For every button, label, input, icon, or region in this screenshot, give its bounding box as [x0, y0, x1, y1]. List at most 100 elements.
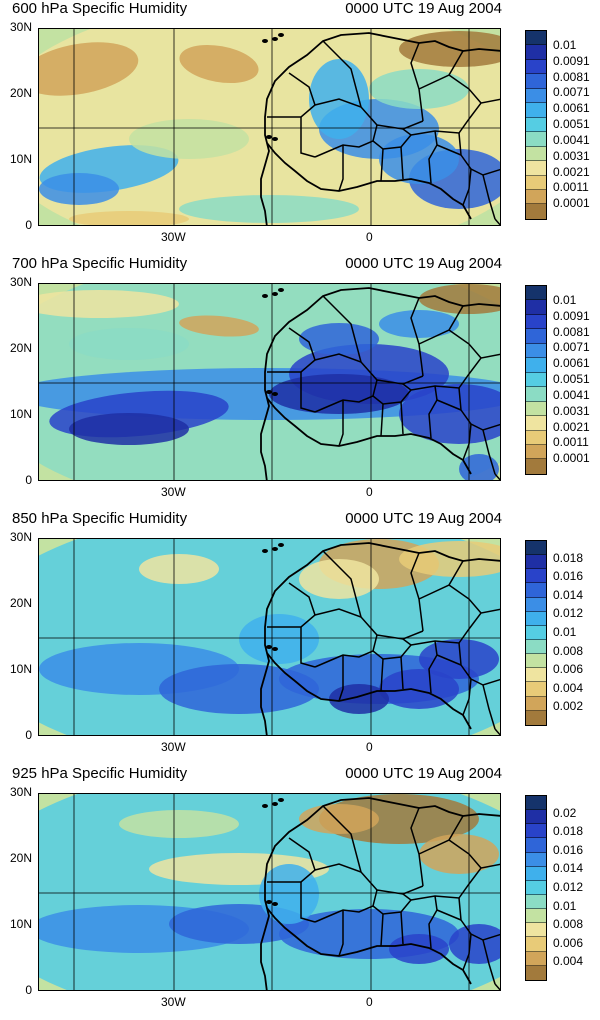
country-border: [314, 634, 378, 668]
humidity-contour: [39, 42, 139, 96]
colorbar-label: 0.0031: [553, 403, 590, 418]
colorbar-label: 0.01: [553, 292, 577, 307]
colorbar-label: 0.0051: [553, 117, 590, 131]
country-border: [410, 608, 500, 646]
x-tick-label: 0: [366, 995, 373, 1009]
country-border: [436, 654, 462, 666]
country-border: [314, 353, 424, 385]
country-border: [494, 218, 500, 225]
y-tick-label: 20N: [9, 596, 32, 610]
map-panel-4: 925 hPa Specific Humidity 0000 UTC 19 Aug…: [0, 765, 600, 1020]
island: [272, 37, 278, 41]
colorbar-box: [526, 300, 546, 315]
humidity-contour: [159, 664, 319, 714]
map-canvas: [39, 284, 500, 480]
colorbar-box: [526, 146, 546, 162]
x-tick-label: 30W: [161, 485, 186, 499]
colorbar-label: 0.002: [553, 699, 584, 714]
country-border: [380, 658, 384, 692]
humidity-contour: [399, 31, 500, 67]
country-border: [380, 148, 384, 182]
colorbar-label: 0.014: [553, 587, 584, 602]
humidity-contour: [179, 195, 359, 223]
humidity-contour: [399, 541, 500, 577]
country-border: [428, 640, 438, 694]
panel-time: 0000 UTC 19 Aug 2004: [345, 510, 502, 527]
island: [266, 390, 272, 394]
colorbar-label: 0.014: [553, 861, 584, 876]
colorbar-label: 0.0081: [553, 69, 590, 84]
country-border: [338, 400, 344, 447]
humidity-contour: [69, 328, 189, 360]
colorbar-label: 0.008: [553, 643, 584, 658]
colorbar-box: [526, 132, 546, 147]
country-border: [428, 385, 438, 439]
colorbar-label: 0.016: [553, 842, 584, 857]
y-tick-label: 10N: [9, 662, 32, 676]
island: [262, 804, 268, 808]
country-border: [428, 130, 438, 184]
colorbar-box: [526, 416, 546, 431]
colorbar-label: 0.0061: [553, 356, 590, 371]
country-border: [338, 910, 344, 957]
map-canvas: [39, 539, 500, 735]
colorbar-box: [526, 597, 546, 612]
country-border: [482, 174, 496, 220]
map-panel-1: 600 hPa Specific Humidity 0000 UTC 19 Aug…: [0, 0, 600, 255]
humidity-contour: [69, 211, 189, 225]
colorbar-box: [526, 459, 546, 474]
colorbar-box: [526, 852, 546, 867]
colorbar-box: [526, 161, 546, 176]
colorbar-label: 0.006: [553, 935, 584, 950]
country-border: [380, 403, 384, 437]
colorbar-label: 0.0071: [553, 85, 590, 100]
panel-title: 700 hPa Specific Humidity: [12, 255, 188, 272]
y-tick-label: 0: [25, 983, 32, 997]
x-tick-label: 30W: [161, 230, 186, 244]
humidity-contour: [379, 134, 459, 184]
country-border: [436, 144, 462, 156]
y-tick-label: 0: [25, 218, 32, 232]
colorbar-label: 0.004: [553, 954, 584, 969]
colorbar-box: [526, 965, 546, 980]
colorbar-box: [526, 555, 546, 570]
country-border: [314, 379, 378, 413]
humidity-contour: [269, 374, 409, 414]
coastline: [260, 542, 500, 735]
country-border: [448, 74, 482, 104]
country-border: [338, 655, 344, 702]
colorbar-box: [526, 444, 546, 460]
x-tick-label: 0: [366, 485, 373, 499]
country-border: [314, 863, 424, 895]
panel-title: 850 hPa Specific Humidity: [12, 510, 188, 527]
country-border: [400, 401, 404, 435]
panel-title: 925 hPa Specific Humidity: [12, 765, 188, 782]
humidity-contour: [129, 119, 249, 159]
country-border: [322, 805, 362, 873]
colorbar-box: [526, 923, 546, 938]
panel-title: 600 hPa Specific Humidity: [12, 0, 188, 17]
colorbar-box: [526, 88, 546, 104]
country-border: [462, 168, 472, 206]
colorbar-box: [526, 286, 546, 301]
country-border: [482, 939, 496, 985]
x-tick-label: 30W: [161, 740, 186, 754]
island: [272, 647, 278, 651]
colorbar-label: 0.0061: [553, 101, 590, 116]
colorbar-box: [526, 696, 546, 711]
country-border: [410, 297, 424, 377]
island: [278, 288, 284, 292]
colorbar-box: [526, 204, 546, 219]
humidity-contour: [299, 323, 379, 355]
colorbar-box: [526, 710, 546, 725]
y-tick-label: 10N: [9, 407, 32, 421]
country-border: [448, 584, 482, 614]
country-border: [482, 684, 496, 730]
colorbar: [525, 540, 547, 726]
map-canvas: [39, 794, 500, 990]
coastline: [266, 142, 472, 220]
colorbar-box: [526, 583, 546, 598]
colorbar-label: 0.012: [553, 606, 584, 621]
colorbar-box: [526, 314, 546, 330]
country-border: [410, 353, 500, 391]
